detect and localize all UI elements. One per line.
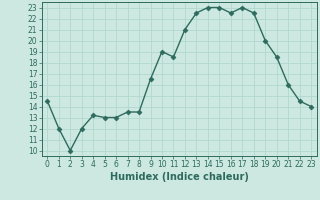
X-axis label: Humidex (Indice chaleur): Humidex (Indice chaleur) bbox=[110, 172, 249, 182]
